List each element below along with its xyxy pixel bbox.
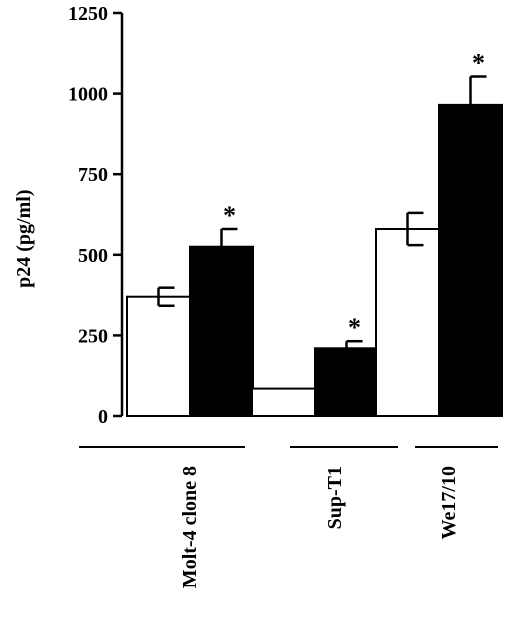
y-tick-label: 0 bbox=[98, 406, 108, 428]
bars: * * * bbox=[126, 49, 503, 418]
y-tick-label: 1000 bbox=[68, 84, 108, 106]
bar bbox=[251, 387, 316, 418]
bar bbox=[375, 228, 440, 417]
y-tick-label: 500 bbox=[78, 245, 108, 267]
y-tick-label: 250 bbox=[78, 325, 108, 347]
bar bbox=[189, 245, 254, 417]
bar bbox=[314, 347, 379, 417]
y-axis-title: p24 (pg/ml) bbox=[13, 190, 35, 288]
bar bbox=[126, 295, 191, 418]
y-tick-label: 750 bbox=[78, 164, 108, 186]
y-tick-label: 1250 bbox=[68, 3, 108, 25]
significance-marker: * bbox=[223, 201, 236, 230]
significance-marker: * bbox=[348, 313, 361, 342]
bar bbox=[438, 103, 503, 417]
category-label: Molt-4 clone 8 bbox=[179, 466, 201, 588]
category-labels: Molt-4 clone 8 Sup-T1 We17/10 bbox=[79, 446, 498, 588]
category-label: We17/10 bbox=[438, 466, 460, 539]
y-axis: 0 250 500 750 1000 1250 bbox=[68, 3, 124, 428]
significance-marker: * bbox=[472, 49, 485, 78]
category-label: Sup-T1 bbox=[324, 466, 346, 529]
